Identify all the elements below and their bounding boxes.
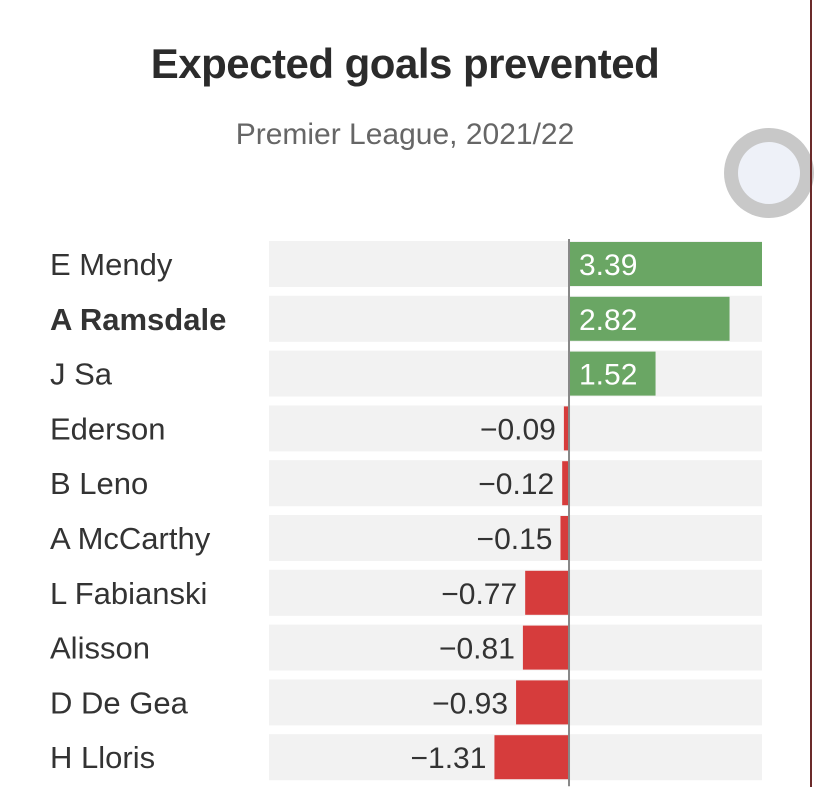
value-label-a-mccarthy: −0.15: [477, 523, 553, 556]
value-label-e-mendy: 3.39: [579, 249, 637, 282]
category-label-h-lloris: H Lloris: [50, 740, 155, 775]
bar-h-lloris: [494, 735, 570, 780]
row-background-d-de-gea: [269, 679, 762, 726]
row-background-alisson: [269, 624, 762, 671]
value-label-ederson: −0.09: [480, 413, 556, 446]
category-label-a-mccarthy: A McCarthy: [50, 521, 211, 556]
category-label-a-ramsdale: A Ramsdale: [50, 302, 226, 337]
bar-ederson: [563, 406, 570, 451]
row-background-a-mccarthy: [269, 515, 762, 561]
scroll-indicator-icon[interactable]: [724, 128, 814, 218]
row-background-l-fabianski: [269, 569, 762, 616]
bar-a-mccarthy: [560, 516, 570, 560]
category-label-j-sa: J Sa: [50, 357, 113, 392]
value-label-l-fabianski: −0.77: [441, 578, 517, 611]
bar-e-mendy: [569, 242, 762, 286]
scroll-indicator-inner: [738, 142, 800, 204]
row-background-j-sa: [269, 350, 762, 397]
right-edge-divider: [810, 0, 812, 787]
value-label-b-leno: −0.12: [478, 468, 554, 501]
chart-title: Expected goals prevented: [150, 40, 660, 87]
bar-b-leno: [562, 461, 570, 506]
category-label-b-leno: B Leno: [50, 466, 148, 501]
category-label-e-mendy: E Mendy: [50, 247, 173, 282]
row-background-b-leno: [269, 460, 762, 507]
value-label-h-lloris: −1.31: [411, 742, 487, 775]
row-background-ederson: [269, 405, 762, 452]
category-label-ederson: Ederson: [50, 411, 165, 446]
category-label-l-fabianski: L Fabianski: [50, 576, 207, 611]
value-label-alisson: −0.81: [439, 633, 515, 666]
bar-j-sa: [569, 351, 656, 396]
value-label-a-ramsdale: 2.82: [579, 304, 637, 337]
value-label-d-de-gea: −0.93: [432, 687, 508, 720]
value-label-j-sa: 1.52: [579, 359, 637, 392]
category-label-alisson: Alisson: [50, 631, 150, 666]
bar-alisson: [522, 625, 570, 670]
category-label-d-de-gea: D De Gea: [50, 685, 189, 720]
bar-a-ramsdale: [569, 296, 730, 341]
bar-l-fabianski: [525, 570, 570, 615]
chart-subtitle: Premier League, 2021/22: [235, 118, 575, 151]
bar-d-de-gea: [516, 680, 570, 725]
